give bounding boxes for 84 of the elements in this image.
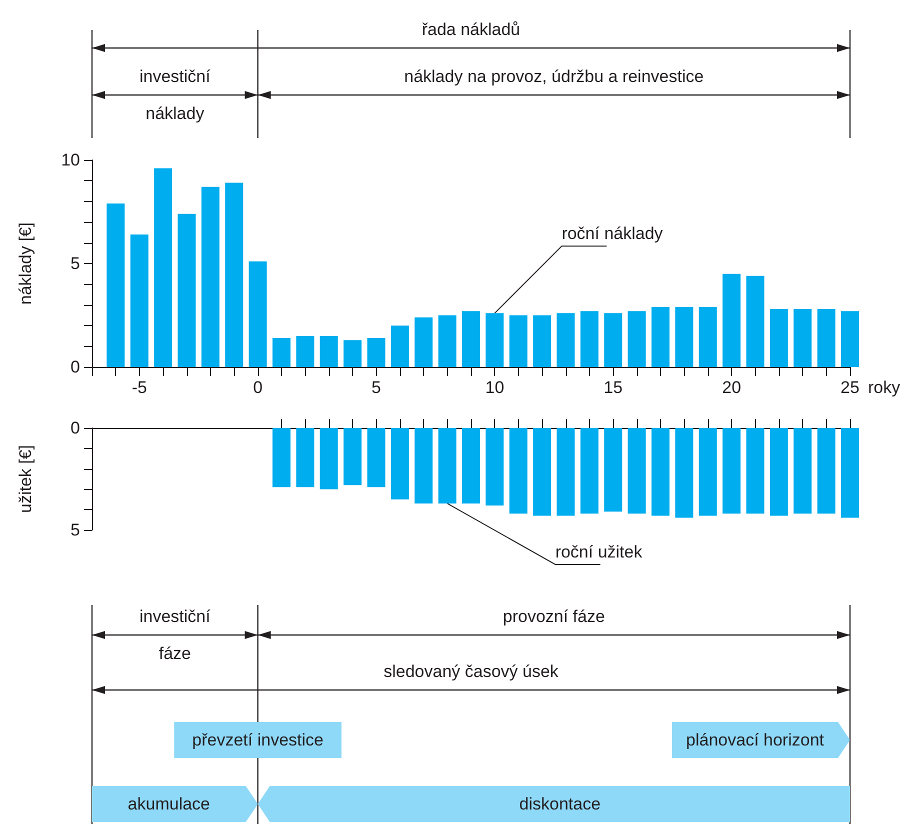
bar xyxy=(201,186,220,367)
x-tick-label: -5 xyxy=(132,378,147,397)
bar xyxy=(367,428,386,488)
y-axis-title: užitek [€] xyxy=(16,444,35,514)
text: řada nákladů xyxy=(422,20,520,39)
bar xyxy=(533,428,552,516)
bar xyxy=(722,274,741,367)
bar xyxy=(106,203,125,367)
bar xyxy=(438,428,456,504)
bar xyxy=(320,428,338,490)
bar xyxy=(509,428,528,514)
bar xyxy=(486,313,504,367)
text: sledovaný časový úsek xyxy=(384,662,559,681)
bar xyxy=(770,309,788,367)
text: provozní fáze xyxy=(502,607,605,626)
bar xyxy=(154,168,172,367)
bar xyxy=(178,214,196,367)
bar xyxy=(628,428,646,514)
bar xyxy=(580,428,598,514)
bar xyxy=(390,428,409,500)
bar xyxy=(817,309,836,367)
bar xyxy=(794,309,812,367)
bar xyxy=(675,306,694,367)
x-tick-label: 20 xyxy=(722,378,742,397)
text: náklady na provoz, údržbu a reinvestice xyxy=(404,67,704,86)
bar xyxy=(746,276,764,367)
y-tick-label: 5 xyxy=(70,520,80,540)
bar xyxy=(533,315,552,367)
bar xyxy=(320,336,338,367)
bar xyxy=(248,261,267,367)
bar xyxy=(272,428,290,488)
bar xyxy=(556,428,575,516)
bar xyxy=(225,182,244,367)
bar xyxy=(604,313,622,367)
x-tick-label: 5 xyxy=(372,378,381,397)
bar xyxy=(462,311,480,367)
bar xyxy=(296,336,314,367)
bar xyxy=(652,306,670,367)
y-tick-label: 0 xyxy=(70,418,80,438)
text: plánovací horizont xyxy=(686,730,824,750)
bar xyxy=(675,428,694,518)
bar xyxy=(438,315,456,367)
y-tick-label: 10 xyxy=(61,150,80,170)
bar xyxy=(344,340,362,367)
text: diskontace xyxy=(519,794,601,814)
bar xyxy=(628,311,646,367)
bar xyxy=(272,338,290,367)
bar xyxy=(652,428,670,516)
bar xyxy=(414,317,433,367)
annotation: roční náklady xyxy=(562,224,664,244)
x-tick-label: 0 xyxy=(253,378,263,397)
bar xyxy=(344,428,362,486)
bar xyxy=(841,428,859,518)
x-tick-label: 15 xyxy=(604,378,623,397)
bar xyxy=(817,428,836,514)
bar xyxy=(698,428,717,516)
x-axis-title: roky xyxy=(868,378,901,397)
bar xyxy=(794,428,812,514)
x-tick-label: 10 xyxy=(485,378,504,397)
bar xyxy=(604,428,622,512)
bar xyxy=(770,428,788,516)
bar xyxy=(130,234,148,367)
bar xyxy=(462,428,480,504)
bar xyxy=(698,306,717,367)
bar xyxy=(580,311,598,367)
x-tick-label: 25 xyxy=(840,378,860,397)
bar xyxy=(486,428,504,506)
bar xyxy=(746,428,764,514)
bar xyxy=(509,315,528,367)
text: akumulace xyxy=(128,794,210,814)
bar xyxy=(556,313,575,367)
annotation: roční užitek xyxy=(555,542,643,562)
bar xyxy=(414,428,433,504)
bar xyxy=(296,428,314,488)
bar xyxy=(841,311,859,367)
text: investiční fáze xyxy=(139,607,211,663)
y-tick-label: 0 xyxy=(70,358,80,376)
y-tick-label: 5 xyxy=(70,254,80,273)
text: převzetí investice xyxy=(192,730,324,750)
bar xyxy=(390,326,409,367)
bar xyxy=(367,338,386,367)
bar xyxy=(722,428,741,514)
text: investiční náklady xyxy=(139,67,211,123)
y-axis-title: náklady [€] xyxy=(16,222,35,305)
